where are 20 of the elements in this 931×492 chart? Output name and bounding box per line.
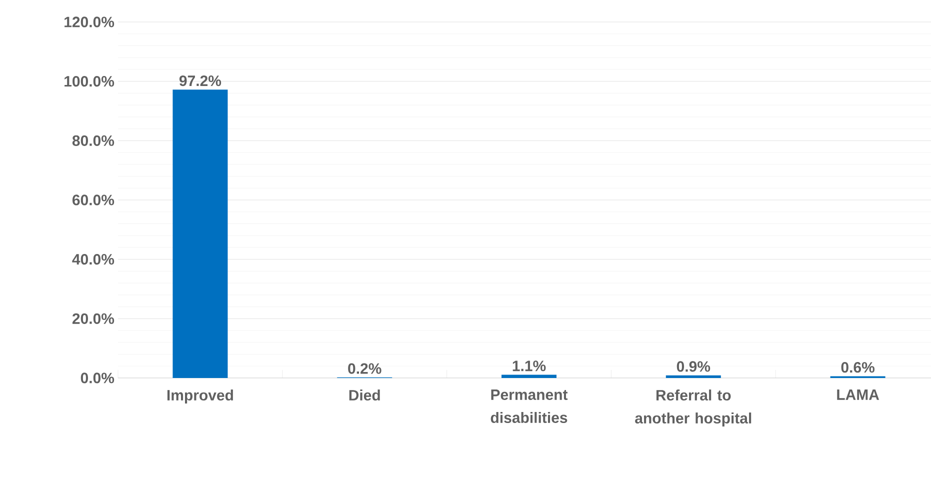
data-label: 0.9% (676, 361, 710, 372)
bar (502, 374, 557, 378)
y-tick-label: 20.0% (72, 313, 114, 324)
y-tick-label: 60.0% (72, 194, 114, 206)
bar (666, 375, 721, 378)
y-tick-label: 120.0% (64, 16, 114, 28)
y-tick-label: 0.0% (80, 372, 114, 384)
x-tick-label: Referral to another hospital (635, 390, 752, 426)
x-tick-label: Improved (167, 390, 233, 404)
x-tick-label: LAMA (837, 390, 880, 400)
y-tick-label: 100.0% (64, 76, 114, 87)
data-label: 0.6% (841, 362, 874, 373)
data-label: 0.2% (348, 363, 382, 374)
y-tick-label: 80.0% (72, 135, 114, 146)
x-tick-label: Died (349, 390, 380, 401)
bar (172, 90, 228, 378)
x-tick-label: Permanent disabilities (490, 390, 568, 423)
data-label: 1.1% (512, 360, 546, 372)
y-tick-label: 40.0% (72, 254, 114, 265)
data-label: 97.2% (179, 75, 222, 86)
